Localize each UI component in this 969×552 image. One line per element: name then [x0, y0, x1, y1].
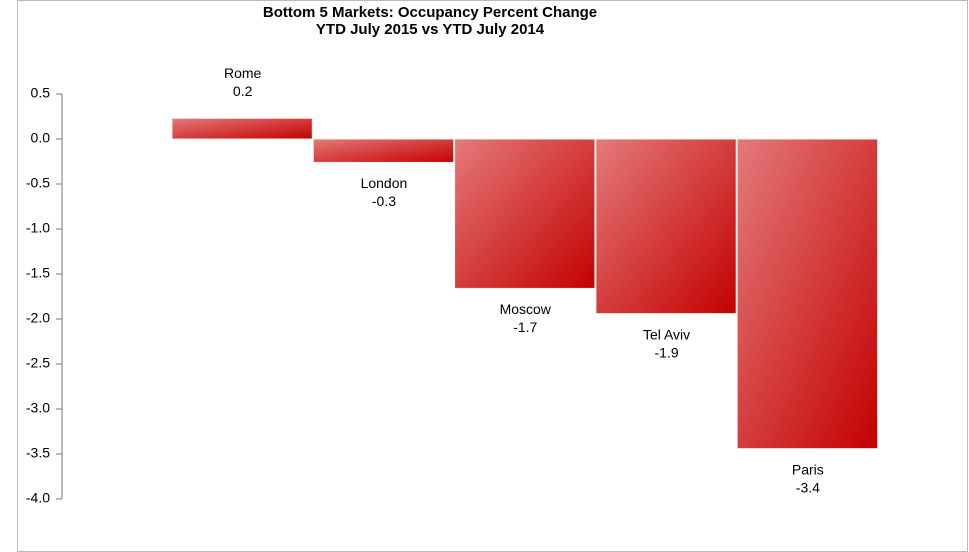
- chart-subtitle: YTD July 2015 vs YTD July 2014: [316, 21, 545, 38]
- chart-title: Bottom 5 Markets: Occupancy Percent Chan…: [263, 4, 597, 21]
- y-tick-label: -3.0: [26, 400, 50, 416]
- category-label: Moscow: [500, 301, 552, 317]
- category-label: London: [361, 175, 408, 191]
- y-tick-label: 0.5: [31, 85, 51, 101]
- value-label: -1.9: [654, 344, 678, 360]
- y-tick-label: -0.5: [26, 175, 50, 191]
- y-tick-label: -2.5: [26, 355, 50, 371]
- category-label: Rome: [224, 65, 262, 81]
- category-label: Paris: [792, 461, 824, 477]
- value-label: -1.7: [513, 319, 537, 335]
- y-tick-label: 0.0: [31, 130, 51, 146]
- bar: [171, 117, 313, 140]
- bar: [312, 138, 455, 163]
- y-tick-label: -4.0: [26, 490, 50, 506]
- value-label: 0.2: [233, 83, 253, 99]
- category-label: Tel Aviv: [643, 326, 690, 342]
- y-tick-label: -2.0: [26, 310, 50, 326]
- value-label: -0.3: [372, 193, 396, 209]
- y-tick-label: -1.5: [26, 265, 50, 281]
- bar: [595, 138, 737, 315]
- y-tick-label: -3.5: [26, 445, 50, 461]
- bar: [736, 138, 879, 450]
- y-tick-label: -1.0: [26, 220, 50, 236]
- value-label: -3.4: [796, 479, 820, 495]
- bar: [454, 138, 596, 289]
